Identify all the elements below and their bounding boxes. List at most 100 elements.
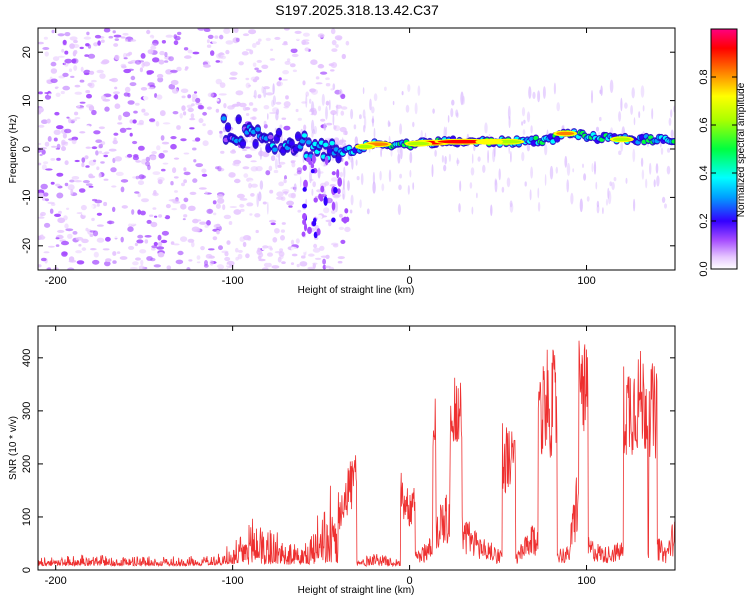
streak-cell <box>605 198 609 206</box>
streak-cell <box>372 115 374 128</box>
noise-cell <box>152 207 157 210</box>
noise-cell <box>183 179 188 184</box>
noise-cell <box>160 135 165 141</box>
noise-cell <box>223 214 232 220</box>
noise-cell <box>248 180 256 184</box>
colorbar-ticks: 0.0 0.2 0.4 0.6 0.8 <box>698 69 737 277</box>
noise-cell <box>194 137 201 142</box>
streak-cell <box>390 149 393 157</box>
noise-cell <box>130 221 136 225</box>
noise-cell <box>141 198 149 203</box>
noise-cell <box>297 153 301 160</box>
noise-cell <box>165 204 171 209</box>
noise-cell <box>193 91 198 94</box>
streak-cell <box>670 129 674 139</box>
y-tick-label: -20 <box>21 238 33 254</box>
x-tick-label: -100 <box>222 575 244 587</box>
noise-cell <box>312 50 317 54</box>
spectrogram-x-label: Height of straight line (km) <box>298 285 415 296</box>
streak-cell <box>611 181 615 191</box>
noise-cell <box>64 31 71 37</box>
noise-cell <box>252 62 257 67</box>
noise-cell <box>50 181 55 185</box>
noise-cell <box>303 124 307 131</box>
noise-cell <box>235 37 240 43</box>
noise-cell <box>111 185 117 188</box>
noise-cell <box>292 114 301 120</box>
noise-cell <box>111 180 118 183</box>
noise-cell <box>172 201 181 204</box>
noise-cell <box>57 168 65 173</box>
noise-cell <box>93 251 99 258</box>
noise-cell <box>345 40 350 46</box>
noise-cell <box>246 202 254 207</box>
ridge-cell <box>272 147 278 152</box>
noise-cell <box>339 139 347 143</box>
noise-cell <box>156 73 164 79</box>
noise-cell <box>248 29 257 35</box>
noise-cell <box>78 243 82 247</box>
noise-cell <box>203 64 211 68</box>
streak-cell <box>399 173 402 179</box>
noise-cell <box>137 209 142 215</box>
noise-cell <box>277 164 282 168</box>
noise-cell <box>223 267 228 270</box>
noise-cell <box>117 122 123 125</box>
noise-cell <box>145 37 153 41</box>
streak-cell <box>549 165 554 180</box>
noise-cell <box>311 88 318 95</box>
noise-cell <box>196 255 201 260</box>
noise-cell <box>181 105 186 111</box>
streak-cell <box>266 201 269 215</box>
noise-cell <box>256 69 262 73</box>
noise-cell <box>212 200 217 205</box>
noise-cell <box>98 150 103 154</box>
streak-cell <box>253 89 257 99</box>
noise-cell <box>122 32 129 36</box>
noise-cell <box>229 206 237 208</box>
noise-cell <box>263 105 270 110</box>
colorbar-bar <box>710 28 738 270</box>
streak-cell <box>399 123 402 135</box>
noise-cell <box>302 41 310 45</box>
noise-cell <box>270 222 276 226</box>
streak-cell <box>412 121 415 128</box>
noise-cell <box>250 193 255 197</box>
noise-cell <box>146 29 151 35</box>
noise-cell <box>233 209 242 215</box>
spectrogram-heatmap <box>38 28 675 270</box>
noise-cell <box>330 110 337 116</box>
streak-cell <box>482 164 486 173</box>
streak-cell <box>444 155 447 165</box>
x-tick-label: 0 <box>407 575 413 587</box>
streak-cell <box>366 208 370 215</box>
noise-cell <box>116 251 121 254</box>
noise-cell <box>108 220 112 225</box>
noise-cell <box>217 194 224 199</box>
noise-cell <box>245 208 253 212</box>
noise-cell <box>100 60 109 65</box>
noise-cell <box>141 62 145 68</box>
streak-cell <box>471 153 474 164</box>
noise-cell <box>50 115 55 120</box>
noise-cell <box>271 63 278 69</box>
streak-cell <box>572 168 575 173</box>
streak-cell <box>397 153 401 164</box>
noise-cell <box>183 47 189 51</box>
noise-cell <box>187 94 192 99</box>
noise-cell <box>98 172 102 178</box>
noise-cell <box>277 256 282 263</box>
streak-cell <box>259 180 264 190</box>
noise-cell <box>263 124 268 129</box>
noise-cell <box>186 267 191 270</box>
peak-core <box>437 139 488 144</box>
noise-cell <box>228 172 236 178</box>
streak-cell <box>498 168 501 181</box>
streak-cell <box>556 102 560 112</box>
streak-cell <box>530 166 533 179</box>
noise-cell <box>235 90 244 96</box>
noise-cell <box>157 234 162 241</box>
streak-cell <box>388 169 392 183</box>
noise-cell <box>119 127 127 133</box>
